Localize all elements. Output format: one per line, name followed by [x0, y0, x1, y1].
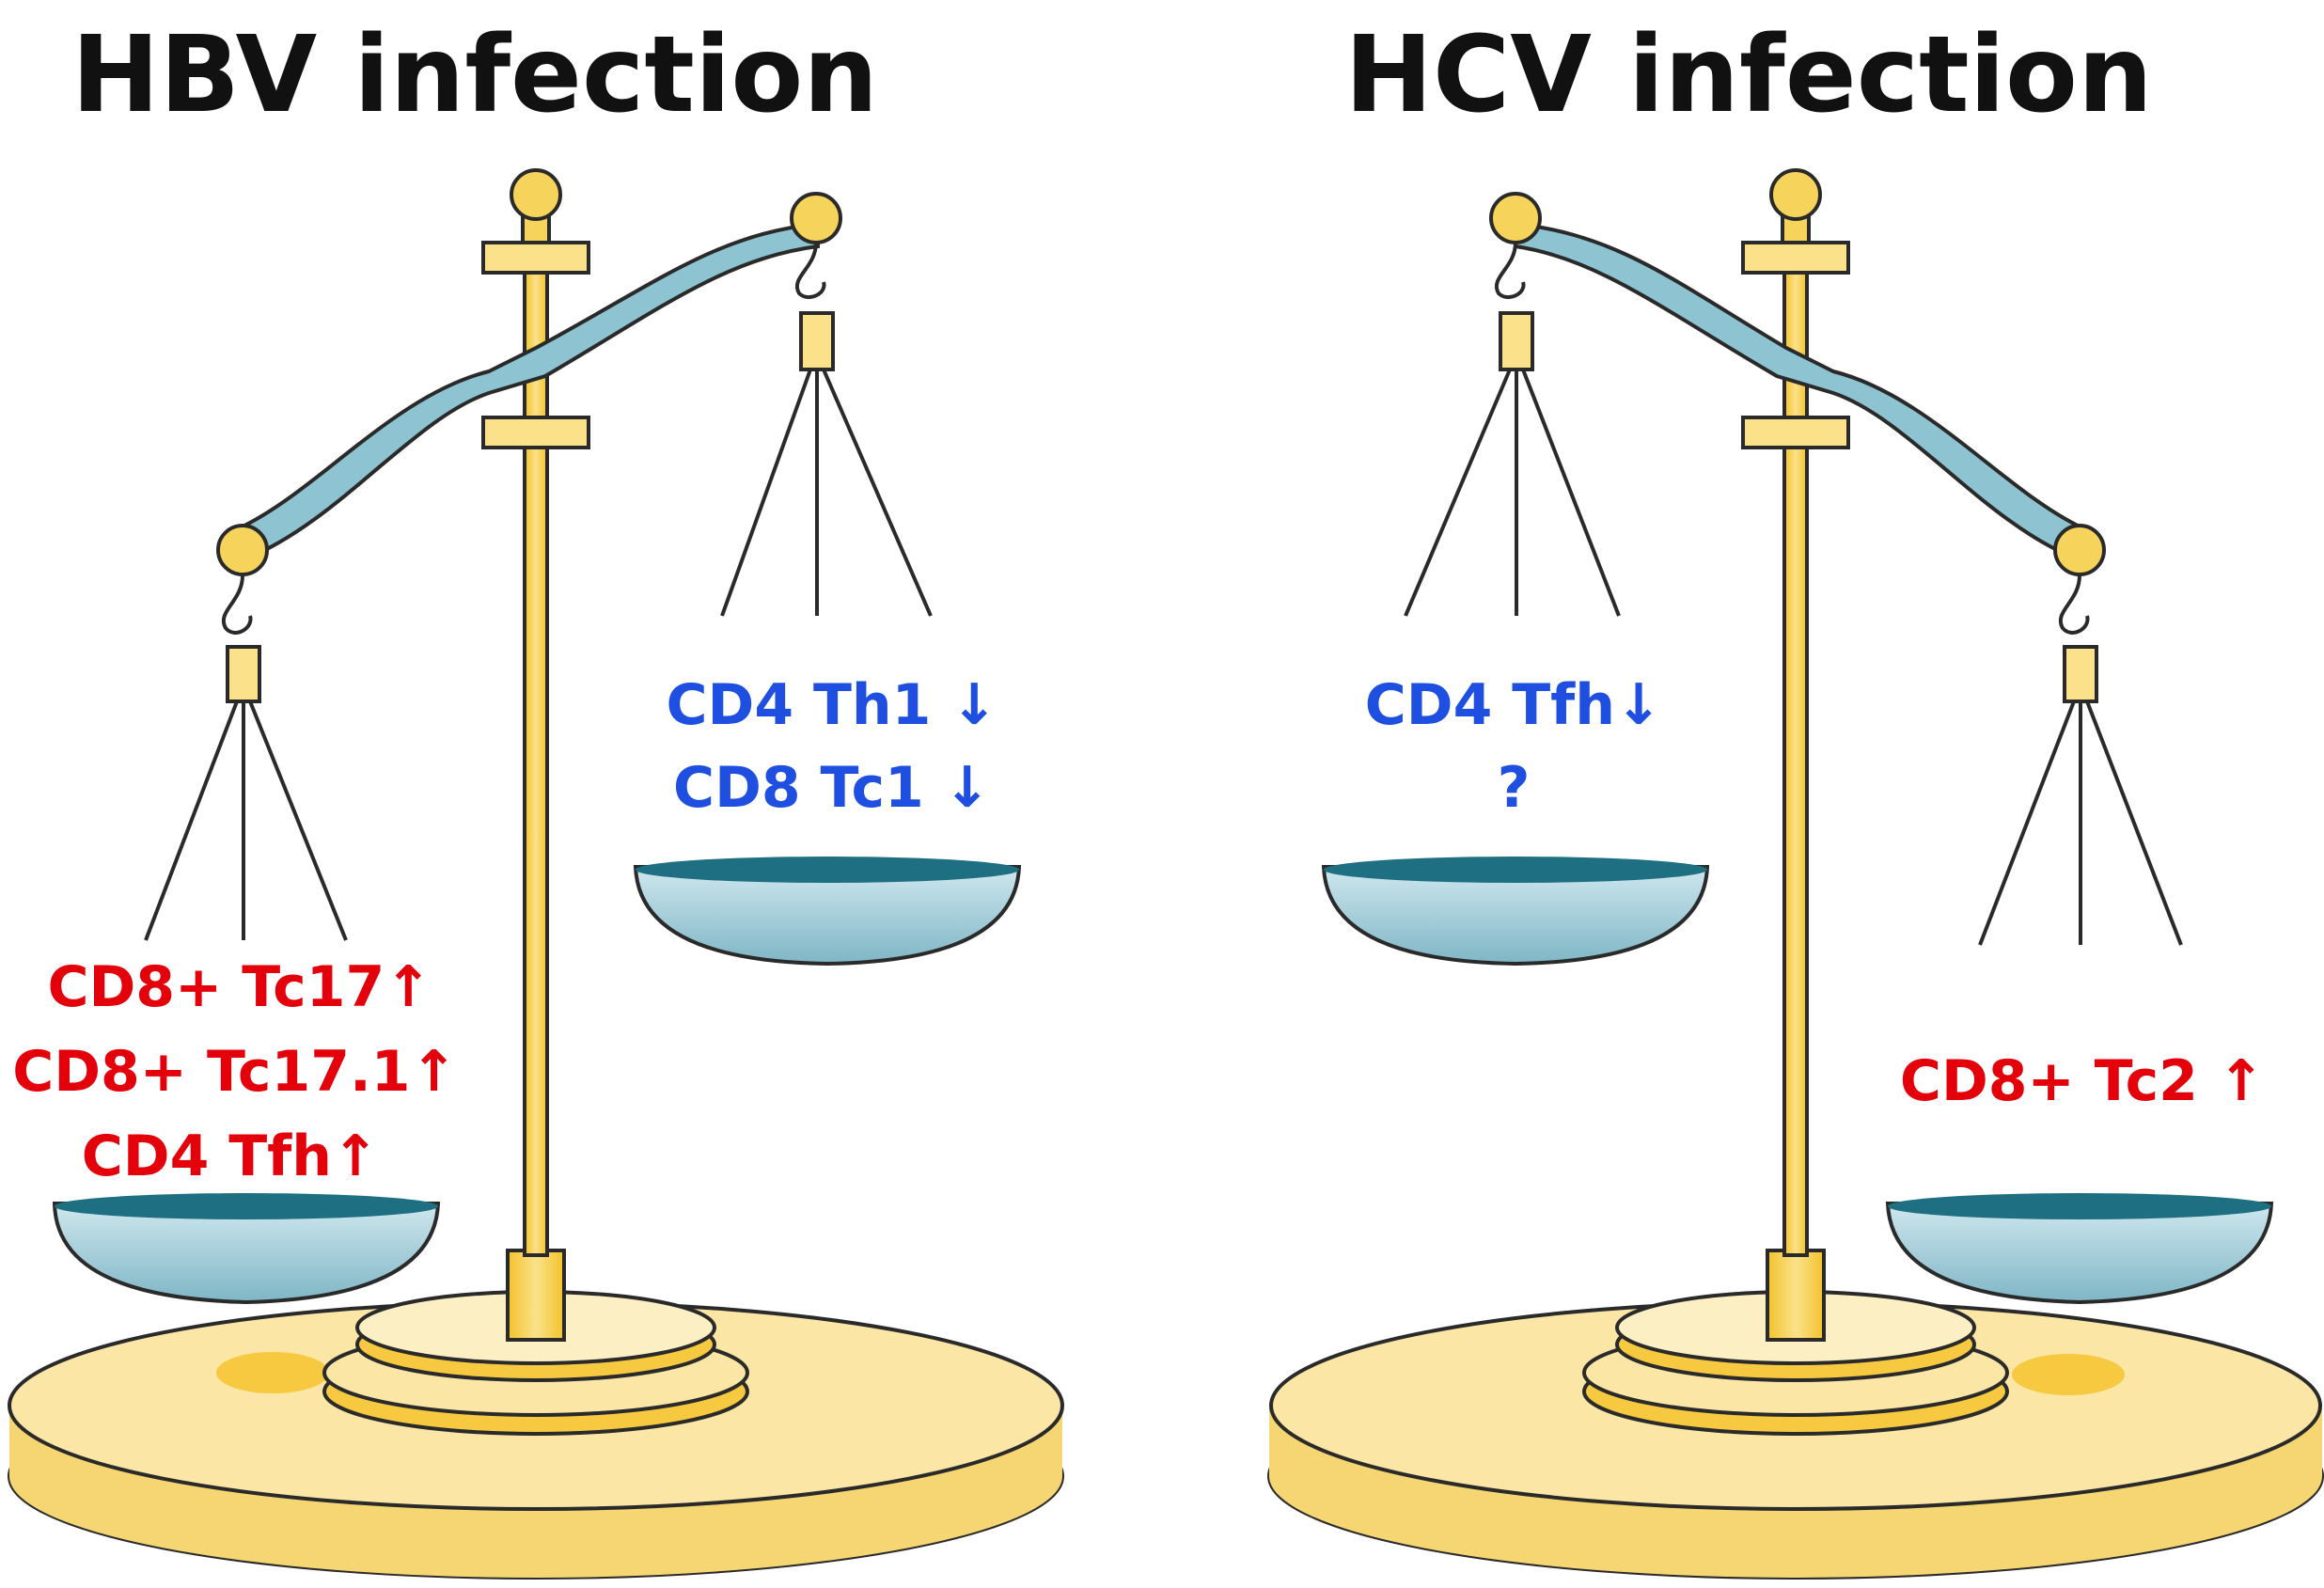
hcv-left-hanger	[1404, 242, 1621, 617]
hbv-left-label-2: CD8+ Tc17.1↑	[12, 1039, 458, 1105]
hcv-left-pan-labels: CD4 Tfh↓ ?	[1365, 672, 1663, 821]
hbv-scale-pole	[481, 168, 590, 1257]
hcv-title: HCV infection	[1344, 14, 2152, 136]
hbv-left-label-3: CD4 Tfh↑	[82, 1124, 380, 1189]
hcv-right-pan	[1885, 1193, 2274, 1305]
hbv-right-label-2: CD8 Tc1 ↓	[673, 755, 991, 821]
hcv-right-pan-labels: CD8+ Tc2 ↑	[1900, 1048, 2265, 1114]
hbv-left-label-1: CD8+ Tc17↑	[47, 954, 432, 1020]
hbv-right-hanger	[720, 242, 933, 617]
hbv-right-pan	[633, 857, 1022, 967]
hbv-title: HBV infection	[71, 14, 878, 136]
hcv-left-label-2: ?	[1498, 755, 1531, 821]
hbv-right-label-1: CD4 Th1 ↓	[666, 672, 997, 738]
hbv-left-hanger	[144, 574, 348, 941]
hbv-left-pan	[52, 1193, 441, 1305]
hcv-scale-beam	[1489, 192, 2106, 576]
hcv-scale-base	[1267, 1249, 2324, 1580]
hcv-right-label-1: CD8+ Tc2 ↑	[1900, 1048, 2265, 1114]
hcv-panel: HCV infection	[1267, 14, 2324, 1580]
hcv-right-hanger	[1978, 574, 2183, 946]
hcv-scale-pole	[1741, 168, 1850, 1257]
hbv-left-pan-labels: CD8+ Tc17↑ CD8+ Tc17.1↑ CD4 Tfh↑	[12, 954, 458, 1189]
hbv-panel: HBV infection	[8, 14, 1064, 1580]
hbv-scale-base	[8, 1249, 1064, 1580]
hcv-left-pan	[1321, 857, 1710, 967]
hcv-left-label-1: CD4 Tfh↓	[1365, 672, 1663, 738]
hbv-right-pan-labels: CD4 Th1 ↓ CD8 Tc1 ↓	[666, 672, 997, 821]
hbv-scale-beam	[216, 192, 842, 576]
